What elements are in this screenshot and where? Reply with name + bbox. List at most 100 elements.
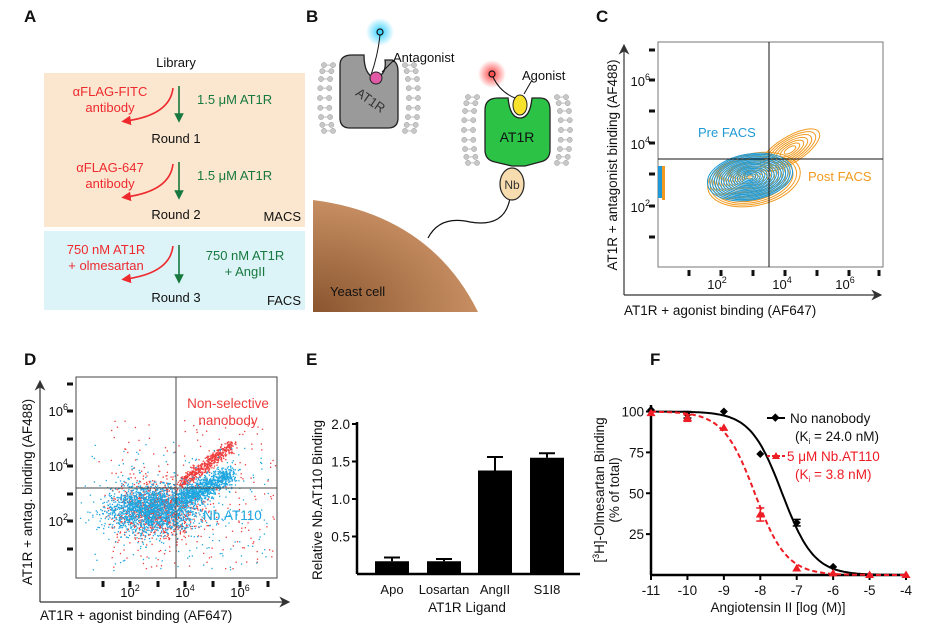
nonselective-point (203, 528, 206, 530)
selective-point (130, 516, 132, 518)
selective-point (168, 517, 171, 519)
nonselective-point (234, 443, 236, 445)
selective-point (264, 549, 266, 551)
selective-point (197, 497, 199, 499)
selective-point (218, 480, 220, 482)
nonselective-point (166, 499, 168, 501)
pre-facs-contour (732, 166, 768, 188)
nonselective-point (136, 480, 138, 482)
selective-point (145, 489, 147, 491)
selective-point (143, 511, 145, 513)
selective-point (180, 502, 182, 504)
selective-point (186, 523, 188, 525)
selective-point (157, 526, 159, 529)
nonselective-point (139, 519, 141, 521)
selective-point (136, 482, 138, 484)
selective-point (142, 541, 144, 544)
nonselective-point (124, 531, 126, 534)
selective-point (126, 495, 129, 497)
selective-point (209, 525, 211, 527)
selective-point (147, 492, 150, 495)
nonselective-point (193, 465, 195, 467)
selective-point (213, 473, 215, 475)
selective-point (146, 498, 148, 500)
selective-point (121, 516, 124, 519)
selective-point (127, 493, 129, 496)
nonselective-point (199, 468, 201, 471)
x-tick-label: 106 (230, 583, 249, 600)
nonselective-point (184, 536, 187, 539)
nonselective-point (163, 506, 165, 508)
selective-point (109, 517, 111, 519)
selective-point (164, 496, 166, 498)
nonselective-point (177, 528, 179, 530)
selective-point (226, 461, 229, 464)
selective-point (213, 480, 216, 482)
selective-point (185, 499, 187, 501)
selective-point (119, 524, 122, 527)
nonselective-point (183, 521, 186, 523)
nonselective-point (166, 513, 169, 516)
nonselective-point (197, 469, 199, 471)
selective-point (194, 495, 196, 498)
selective-point (179, 497, 181, 500)
selective-point (124, 524, 126, 527)
selective-point (174, 495, 176, 497)
selective-point (157, 506, 159, 508)
selective-point (228, 484, 231, 486)
nonselective-point (192, 464, 194, 466)
tick-exponent: 6 (645, 72, 650, 82)
selective-point (188, 524, 190, 526)
selective-point (88, 519, 90, 521)
nonselective-point (252, 542, 254, 545)
nonselective-point (178, 501, 180, 503)
nonselective-point (207, 525, 210, 527)
selective-point (201, 492, 204, 495)
selective-point (119, 501, 121, 504)
selective-point (214, 471, 216, 473)
selective-point (191, 458, 194, 460)
nonselective-point (173, 516, 175, 518)
nonselective-point (165, 475, 167, 477)
selective-point (167, 498, 169, 500)
selective-point (145, 520, 148, 523)
selective-point (185, 505, 187, 507)
nonselective-point (154, 500, 156, 503)
selective-point (110, 494, 112, 497)
selective-point (136, 506, 139, 508)
selective-point (147, 511, 150, 513)
selective-point (144, 509, 147, 512)
selective-point (173, 441, 175, 443)
selective-point (180, 511, 183, 513)
nonselective-point (145, 473, 147, 475)
nonselective-point (261, 428, 264, 430)
selective-point (133, 503, 135, 505)
nonselective-point (133, 473, 135, 475)
lipid-head (326, 85, 333, 92)
selective-point (227, 478, 229, 481)
selective-point (120, 496, 122, 499)
selective-point (166, 532, 169, 534)
selective-point (225, 478, 228, 481)
selective-point (194, 501, 196, 503)
selective-point (184, 460, 187, 462)
nonselective-point (148, 480, 150, 483)
selective-point (183, 519, 185, 521)
nonselective-point (184, 521, 187, 523)
selective-point (148, 557, 150, 559)
selective-point (181, 523, 183, 525)
selective-point (110, 512, 112, 514)
selective-point (234, 480, 237, 482)
selective-point (155, 557, 157, 559)
selective-point (214, 475, 216, 477)
selective-point (126, 499, 128, 501)
selective-point (174, 475, 176, 477)
selective-point (229, 566, 232, 568)
selective-point (191, 514, 193, 516)
selective-point (140, 533, 142, 535)
selective-point (160, 524, 162, 527)
nonselective-point (197, 470, 199, 472)
selective-point (166, 501, 168, 503)
nonselective-point (195, 473, 198, 475)
selective-point (207, 489, 210, 491)
